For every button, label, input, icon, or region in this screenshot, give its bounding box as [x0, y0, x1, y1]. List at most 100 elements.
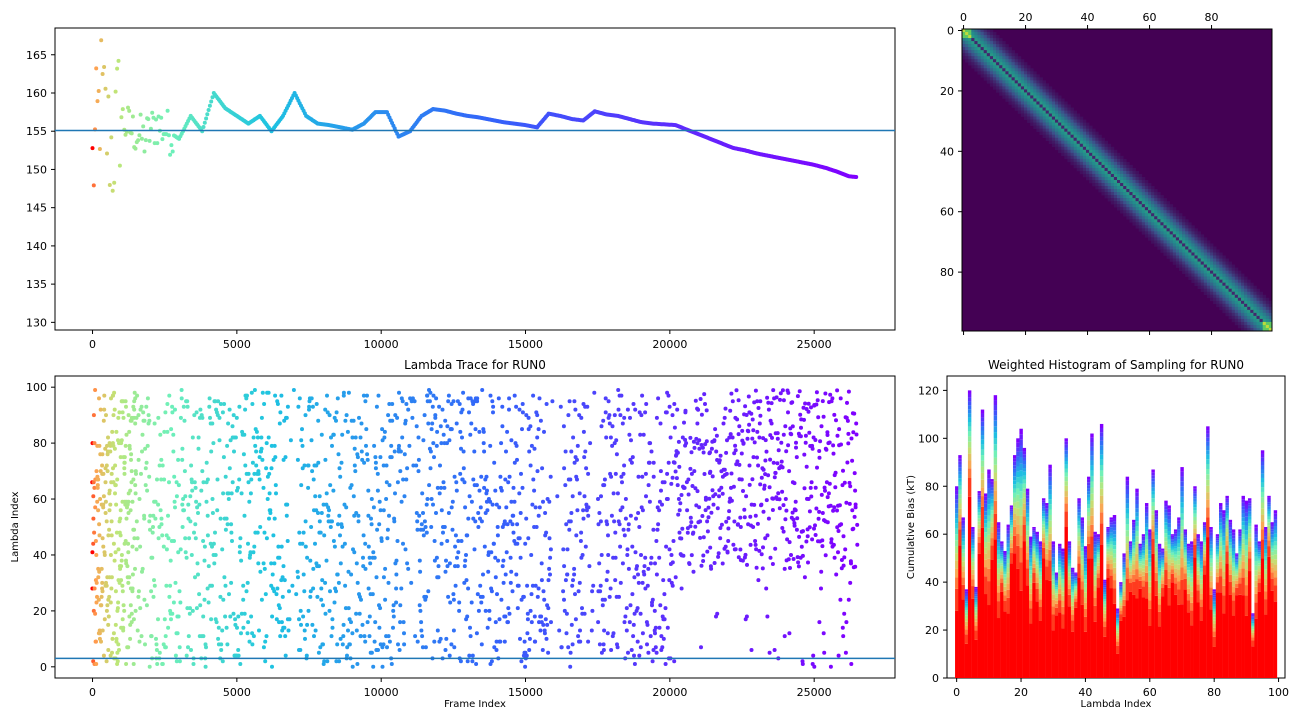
- heatmap-cell: [996, 59, 1000, 63]
- lambda-point: [332, 600, 337, 605]
- lambda-point: [147, 664, 152, 669]
- heatmap-cell: [1241, 276, 1245, 280]
- lambda-point: [546, 578, 551, 583]
- lambda-point: [676, 439, 681, 444]
- heatmap-cell: [1244, 282, 1248, 286]
- heatmap-cell: [1036, 104, 1040, 108]
- lambda-point: [124, 404, 128, 409]
- heatmap-cell: [1076, 122, 1081, 126]
- heatmap-cell: [996, 38, 1000, 42]
- lambda-point: [380, 664, 385, 669]
- heatmap-cell: [1253, 306, 1257, 311]
- heatmap-cell: [1144, 213, 1149, 217]
- lambda-point: [194, 606, 199, 611]
- lambda-point: [656, 396, 661, 401]
- lambda-point: [628, 415, 632, 420]
- lambda-point: [100, 589, 105, 594]
- lambda-point: [810, 537, 815, 542]
- heatmap-cell: [1008, 101, 1012, 105]
- heatmap-cell: [980, 35, 984, 39]
- lambda-point: [658, 603, 663, 608]
- heatmap-cell: [1033, 80, 1037, 84]
- lambda-point: [136, 413, 141, 418]
- heatmap-cell: [1197, 282, 1201, 286]
- lambda-point: [266, 435, 271, 440]
- heatmap-cell: [1172, 261, 1177, 265]
- lambda-point: [387, 513, 391, 518]
- heatmap-cell: [996, 74, 1000, 78]
- heatmap-cell: [1086, 137, 1090, 142]
- lambda-point: [168, 558, 173, 563]
- lambda-point: [627, 432, 632, 437]
- heatmap-cell: [1213, 267, 1217, 271]
- lambda-point: [283, 634, 288, 639]
- heatmap-cell: [1045, 122, 1050, 126]
- heatmap-cell: [1179, 246, 1183, 250]
- lambda-point: [154, 642, 159, 647]
- heatmap-cell: [1225, 291, 1229, 296]
- heatmap-cell: [1160, 207, 1164, 211]
- lambda-point: [696, 407, 701, 412]
- lambda-point: [176, 483, 181, 488]
- lambda-point: [140, 432, 145, 437]
- lambda-point: [718, 536, 723, 541]
- lambda-point: [705, 529, 710, 534]
- lambda-point: [572, 399, 577, 404]
- lambda-point: [428, 466, 433, 471]
- heatmap-cell: [1027, 110, 1031, 114]
- lambda-point: [569, 511, 574, 515]
- lambda-point: [785, 537, 790, 542]
- lambda-point: [403, 547, 408, 552]
- heatmap-cell: [1157, 195, 1161, 199]
- lambda-point: [352, 513, 357, 518]
- lambda-point: [755, 521, 760, 526]
- lambda-point: [354, 628, 359, 633]
- heatmap-cell: [1241, 321, 1245, 326]
- lambda-point: [95, 485, 100, 490]
- heatmap-cell: [1064, 140, 1068, 145]
- lambda-point: [570, 583, 575, 588]
- heatmap-cell: [1079, 152, 1084, 157]
- heatmap-cell: [1138, 219, 1143, 223]
- lambda-point: [794, 445, 798, 450]
- heatmap-cell: [1014, 101, 1019, 105]
- lambda-point: [620, 421, 625, 426]
- lambda-point: [718, 526, 723, 530]
- lambda-point: [582, 455, 587, 460]
- y-tick-label: 80: [33, 437, 47, 450]
- heatmap-cell: [1169, 204, 1174, 208]
- heatmap-cell: [1110, 189, 1115, 193]
- heatmap-cell: [1210, 258, 1214, 262]
- heatmap-cell: [1030, 83, 1034, 87]
- heatmap-cell: [1219, 297, 1223, 302]
- lambda-point: [224, 516, 229, 521]
- lambda-point: [563, 483, 568, 488]
- heatmap-cell: [1213, 285, 1217, 290]
- lambda-point: [367, 555, 372, 560]
- lambda-point: [176, 550, 181, 555]
- lambda-point: [548, 572, 552, 577]
- histogram-bar-segment: [955, 534, 959, 541]
- lambda-point: [821, 414, 826, 419]
- heatmap-cell: [1268, 327, 1273, 332]
- heatmap-cell: [1030, 92, 1034, 96]
- heatmap-cell: [1222, 282, 1226, 286]
- lambda-point: [270, 572, 275, 577]
- heatmap-cell: [1092, 164, 1096, 169]
- lambda-point: [225, 522, 230, 527]
- heatmap-cell: [1179, 267, 1183, 271]
- heatmap-cell: [1265, 315, 1270, 320]
- lambda-point: [386, 580, 391, 585]
- lambda-point: [842, 555, 847, 560]
- heatmap-cell: [1262, 312, 1267, 317]
- heatmap-cell: [1017, 92, 1022, 96]
- heatmap-cell: [1039, 128, 1043, 132]
- heatmap-cell: [1259, 312, 1263, 317]
- lambda-point: [699, 412, 704, 417]
- lambda-point: [608, 435, 613, 440]
- lambda-point: [313, 494, 318, 499]
- lambda-point: [702, 392, 707, 397]
- heatmap-cell: [1228, 288, 1232, 293]
- heatmap-cell: [1222, 267, 1226, 271]
- heatmap-cell: [1117, 201, 1121, 205]
